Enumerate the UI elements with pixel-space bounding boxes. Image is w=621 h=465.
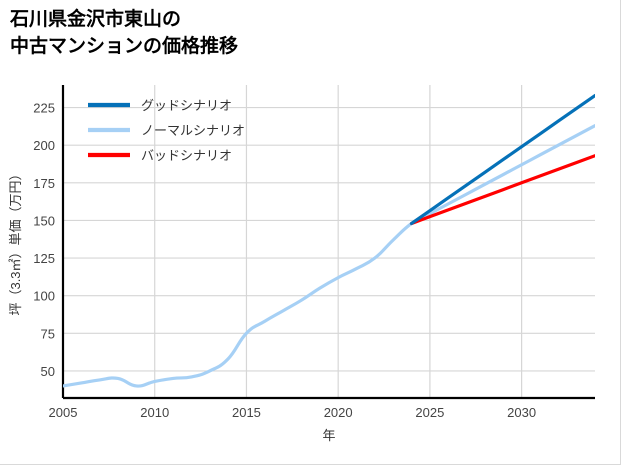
- y-tick-label-50: 50: [41, 364, 55, 379]
- gridlines: [63, 85, 595, 398]
- series-line-グッドシナリオ: [409, 93, 595, 226]
- x-tick-label-2005: 2005: [49, 405, 78, 420]
- y-tick-label-100: 100: [33, 289, 55, 304]
- x-axis-title: 年: [322, 428, 335, 443]
- y-tick-label-150: 150: [33, 213, 55, 228]
- x-axis-ticks: 2005 2010 2015 2020 2025 2030: [49, 405, 537, 420]
- x-axis-title-text: 年: [322, 428, 335, 443]
- x-tick-label-2025: 2025: [415, 405, 444, 420]
- x-tick-label-2030: 2030: [507, 405, 536, 420]
- y-axis-title: 坪（3.3㎡）単価（万円）: [8, 167, 23, 315]
- y-tick-label-225: 225: [33, 101, 55, 116]
- y-tick-label-200: 200: [33, 138, 55, 153]
- x-tick-label-2020: 2020: [324, 405, 353, 420]
- y-tick-label-75: 75: [41, 326, 55, 341]
- series-line-バッドシナリオ: [409, 154, 595, 226]
- data-series-group: [63, 93, 595, 388]
- legend-label-0: グッドシナリオ: [141, 98, 232, 113]
- y-tick-label-125: 125: [33, 251, 55, 266]
- legend-label-1: ノーマルシナリオ: [141, 123, 245, 138]
- legend-label-2: バッドシナリオ: [141, 148, 232, 163]
- y-axis-title-text: 坪（3.3㎡）単価（万円）: [8, 167, 23, 315]
- series-line-ノーマルシナリオ: [63, 124, 595, 388]
- y-axis-ticks: 50 75 100 125 150 175 200 225: [33, 101, 55, 379]
- x-tick-label-2015: 2015: [232, 405, 261, 420]
- plot-border: [61, 85, 595, 400]
- y-tick-label-175: 175: [33, 176, 55, 191]
- page-title: 石川県金沢市東山の 中古マンションの価格推移: [10, 9, 239, 57]
- x-tick-label-2010: 2010: [140, 405, 169, 420]
